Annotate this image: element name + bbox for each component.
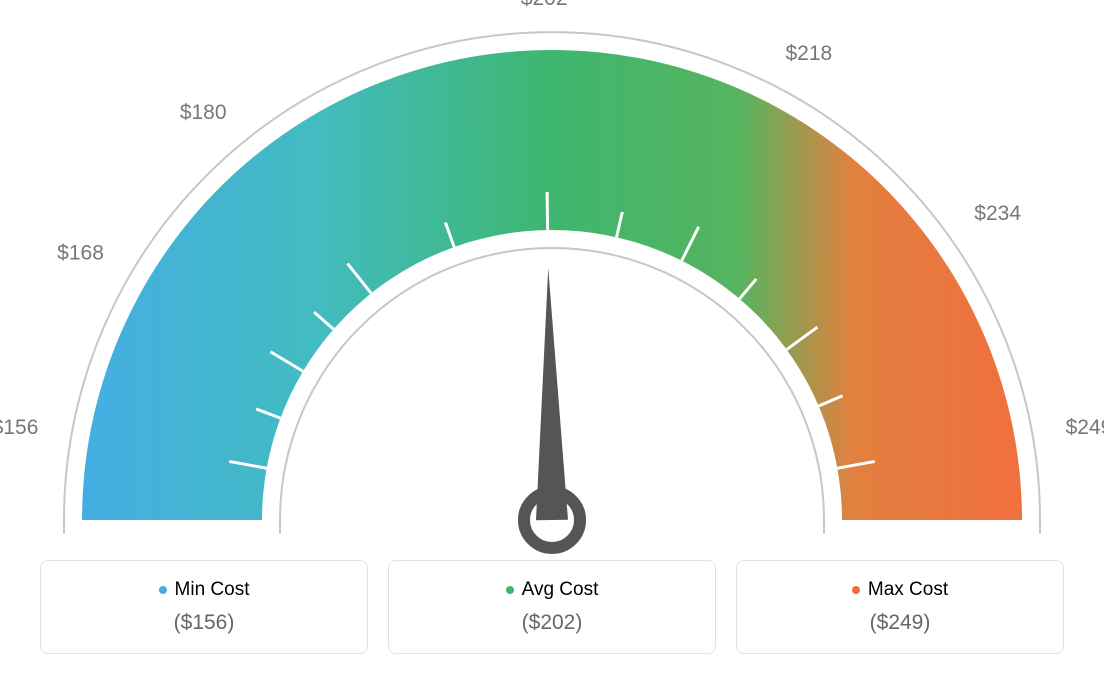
dot-icon <box>159 586 167 594</box>
legend-max-title: Max Cost <box>747 579 1053 601</box>
legend-min-title: Min Cost <box>51 579 357 601</box>
legend-min-value: ($156) <box>51 611 357 635</box>
cost-gauge-widget: $156 $168 $180 $202 $218 $234 $249 Min Cost ($… <box>0 0 1104 690</box>
legend-max-label: Max Cost <box>868 579 948 600</box>
legend-max-value: ($249) <box>747 611 1053 635</box>
legend-avg-title: Avg Cost <box>399 579 705 601</box>
dot-icon <box>506 586 514 594</box>
svg-text:$202: $202 <box>521 0 568 10</box>
svg-text:$180: $180 <box>180 101 227 124</box>
legend-area: Min Cost ($156) Avg Cost ($202) Max Cost… <box>0 560 1104 654</box>
legend-min-label: Min Cost <box>175 579 250 600</box>
legend-avg-value: ($202) <box>399 611 705 635</box>
legend-avg-box: Avg Cost ($202) <box>388 560 716 654</box>
svg-text:$168: $168 <box>57 241 104 264</box>
gauge-chart: $156 $168 $180 $202 $218 $234 $249 <box>0 0 1104 560</box>
legend-min-box: Min Cost ($156) <box>40 560 368 654</box>
legend-max-box: Max Cost ($249) <box>736 560 1064 654</box>
svg-text:$156: $156 <box>0 416 38 439</box>
svg-text:$218: $218 <box>785 42 832 65</box>
svg-text:$234: $234 <box>974 202 1021 225</box>
gauge-area: $156 $168 $180 $202 $218 $234 $249 <box>0 0 1104 560</box>
legend-avg-label: Avg Cost <box>522 579 599 600</box>
svg-text:$249: $249 <box>1066 416 1104 439</box>
dot-icon <box>852 586 860 594</box>
